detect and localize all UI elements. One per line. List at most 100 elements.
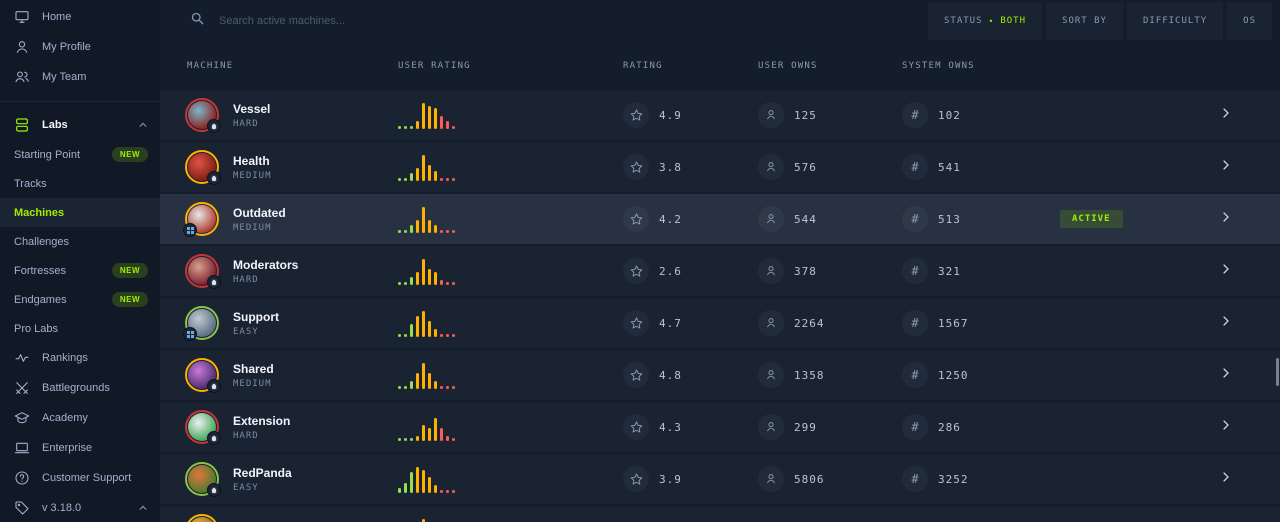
machine-avatar — [185, 358, 221, 393]
user-icon — [758, 154, 784, 180]
machine-avatar — [185, 98, 221, 133]
chevron-right-icon[interactable] — [1220, 158, 1232, 176]
chevron-right-icon[interactable] — [1220, 106, 1232, 124]
sidebar-item-machines[interactable]: Machines — [0, 198, 160, 227]
stat-value: 378 — [794, 264, 817, 278]
chevron-right-icon[interactable] — [1220, 314, 1232, 332]
linux-os-icon — [207, 483, 221, 497]
hash-icon: # — [902, 154, 928, 180]
chevron-right-icon[interactable] — [1220, 210, 1232, 228]
hash-icon: # — [902, 102, 928, 128]
filter-button-sort-by[interactable]: SORT BY — [1046, 2, 1123, 40]
stat-value: 286 — [938, 420, 961, 434]
sidebar-item-home[interactable]: Home — [0, 2, 160, 32]
stat-value: 1250 — [938, 368, 969, 382]
sidebar-item-starting-point[interactable]: Starting Point NEW — [0, 140, 160, 169]
machine-row-redpanda[interactable]: RedPanda EASY 3.9 5806 #3252 — [160, 454, 1280, 504]
stat-value: 576 — [794, 160, 817, 174]
filter-separator-dot: • — [988, 16, 995, 26]
table-header: MACHINE USER RATING RATING USER OWNS SYSTEM … — [160, 42, 1280, 90]
users-icon — [14, 69, 30, 85]
column-header-user-owns: USER OWNS — [758, 61, 818, 71]
new-badge: NEW — [111, 263, 148, 278]
sidebar-item-customer-support[interactable]: Customer Support — [0, 463, 160, 493]
machine-avatar — [185, 254, 221, 289]
sidebar-item-v-3-18-0[interactable]: v 3.18.0 — [0, 493, 160, 522]
linux-os-icon — [207, 275, 221, 289]
machine-row-support[interactable]: Support EASY 4.7 2264 #1567 — [160, 298, 1280, 348]
user-rating-histogram — [398, 257, 623, 285]
scrollbar-thumb[interactable] — [1276, 358, 1279, 386]
filter-button-os[interactable]: OS — [1227, 2, 1272, 40]
linux-os-icon — [207, 119, 221, 133]
sidebar-item-challenges[interactable]: Challenges — [0, 227, 160, 256]
stat-value: 544 — [794, 212, 817, 226]
machine-table: Vessel HARD 4.9 125 #102 Health MEDIUM 3.8 576 #5… — [160, 90, 1280, 522]
user-rating-histogram — [398, 101, 623, 129]
chevron-right-icon[interactable] — [1220, 418, 1232, 436]
stat-value: 3.8 — [659, 160, 682, 174]
user-icon — [14, 39, 30, 55]
machine-avatar — [183, 202, 219, 237]
monitor-icon — [14, 9, 30, 25]
laptop-icon — [14, 440, 30, 456]
machine-difficulty: HARD — [233, 274, 259, 285]
sidebar-item-rankings[interactable]: Rankings — [0, 343, 160, 373]
user-icon — [758, 414, 784, 440]
sidebar-item-enterprise[interactable]: Enterprise — [0, 433, 160, 463]
machine-row-moderators[interactable]: Moderators HARD 2.6 378 #321 — [160, 246, 1280, 296]
machine-name: Vessel — [233, 101, 271, 116]
sidebar-item-pro-labs[interactable]: Pro Labs — [0, 314, 160, 343]
stat-value: 5806 — [794, 472, 825, 486]
chevron-right-icon[interactable] — [1220, 470, 1232, 488]
hash-icon: # — [902, 466, 928, 492]
new-badge: NEW — [111, 292, 148, 307]
sidebar-item-label: Enterprise — [42, 442, 93, 454]
machine-row-shared[interactable]: Shared MEDIUM 4.8 1358 #1250 — [160, 350, 1280, 400]
machine-difficulty: EASY — [233, 326, 259, 337]
user-rating-histogram — [398, 465, 623, 493]
user-rating-histogram — [398, 153, 623, 181]
machine-avatar — [185, 514, 219, 522]
sidebar-item-label: Pro Labs — [14, 322, 59, 335]
user-rating-histogram — [398, 361, 623, 389]
filter-buttons: STATUS • BOTH SORT BY DIFFICULTY OS — [928, 2, 1272, 40]
machine-name: Shared — [233, 361, 274, 376]
windows-os-icon — [183, 223, 197, 237]
machine-row-outdated[interactable]: Outdated MEDIUM 4.2 544 #513 ACTIVE — [160, 194, 1280, 244]
sidebar-item-labs[interactable]: Labs — [0, 110, 160, 140]
filter-button-difficulty[interactable]: DIFFICULTY — [1126, 2, 1224, 40]
machine-row-vessel[interactable]: Vessel HARD 4.9 125 #102 — [160, 90, 1280, 140]
machine-name: Outdated — [233, 205, 286, 220]
machine-row-health[interactable]: Health MEDIUM 3.8 576 #541 — [160, 142, 1280, 192]
stat-value: 513 — [938, 212, 961, 226]
chevron-right-icon[interactable] — [1220, 262, 1232, 280]
machine-row-extension[interactable]: Extension HARD 4.3 299 #286 — [160, 402, 1280, 452]
column-header-rating: RATING — [623, 61, 663, 71]
search-icon — [190, 11, 205, 31]
sidebar-item-my-team[interactable]: My Team — [0, 62, 160, 92]
sidebar-item-label: Fortresses — [14, 264, 66, 277]
hash-icon: # — [902, 258, 928, 284]
sidebar-item-academy[interactable]: Academy — [0, 403, 160, 433]
sidebar-item-battlegrounds[interactable]: Battlegrounds — [0, 373, 160, 403]
machine-row-partial[interactable] — [160, 506, 1280, 522]
sidebar-item-my-profile[interactable]: My Profile — [0, 32, 160, 62]
search-input[interactable] — [219, 15, 519, 27]
sidebar-item-label: My Team — [42, 71, 87, 83]
stat-value: 2264 — [794, 316, 825, 330]
stat-value: 299 — [794, 420, 817, 434]
filter-button-status[interactable]: STATUS • BOTH — [928, 2, 1043, 40]
machine-avatar — [183, 306, 219, 341]
linux-os-icon — [207, 379, 221, 393]
sidebar-item-label: Academy — [42, 412, 88, 424]
sidebar-item-endgames[interactable]: Endgames NEW — [0, 285, 160, 314]
filter-label: DIFFICULTY — [1142, 16, 1208, 26]
chevron-up-icon — [138, 503, 148, 513]
sidebar-item-tracks[interactable]: Tracks — [0, 169, 160, 198]
chevron-right-icon[interactable] — [1220, 366, 1232, 384]
sidebar-item-fortresses[interactable]: Fortresses NEW — [0, 256, 160, 285]
machine-difficulty: MEDIUM — [233, 378, 272, 389]
chevron-up-icon — [138, 120, 148, 130]
linux-os-icon — [207, 431, 221, 445]
